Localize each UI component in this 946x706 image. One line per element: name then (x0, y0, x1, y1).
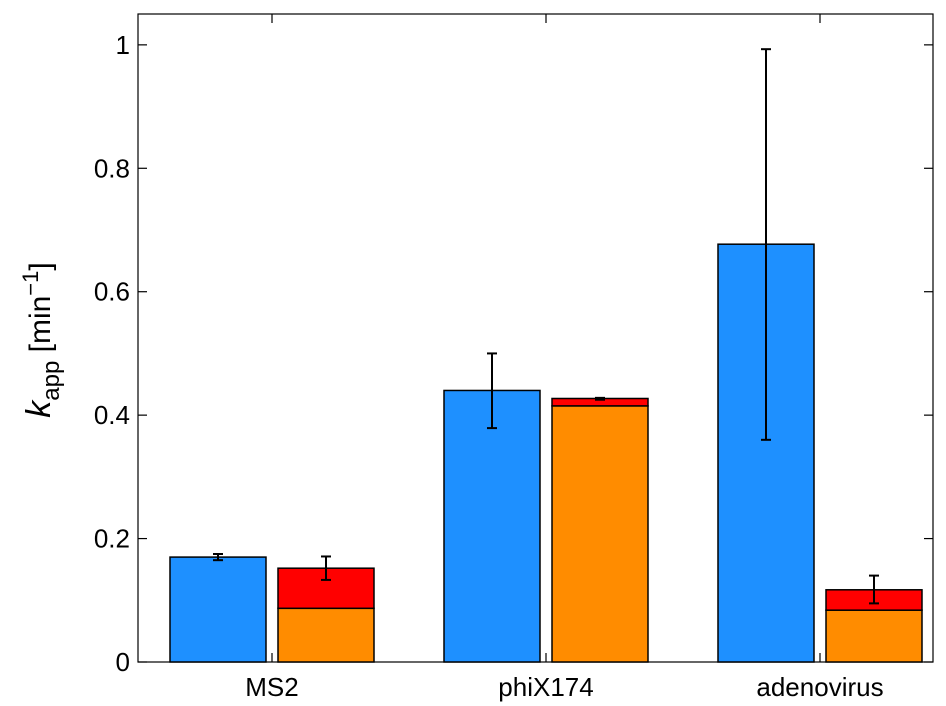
y-axis-label-symbol: k (20, 399, 58, 418)
y-axis-ticks: 0 0.2 0.4 0.6 0.8 1 (94, 30, 933, 677)
y-tick-label: 0.2 (94, 524, 130, 554)
bar-segment (825, 609, 923, 663)
bars (169, 243, 923, 663)
y-tick-label: 1 (116, 30, 130, 60)
plot-area: 0 0.2 0.4 0.6 0.8 1 MS2 phiX174 adenovirus (94, 13, 934, 702)
x-axis-ticks: MS2 phiX174 adenovirus (245, 14, 884, 702)
bar-segment (443, 389, 541, 663)
x-tick-label: phiX174 (498, 672, 593, 702)
y-axis-label-close: ] (24, 262, 57, 270)
y-axis-label-subscript: app (38, 361, 65, 401)
bar-segment (169, 556, 267, 663)
y-tick-label: 0.8 (94, 153, 130, 183)
bar-segment (551, 405, 649, 663)
error-bars (213, 48, 879, 605)
bar-segment (277, 607, 375, 663)
x-tick-label: MS2 (245, 672, 298, 702)
x-tick-label: adenovirus (756, 672, 883, 702)
y-tick-label: 0.6 (94, 277, 130, 307)
y-axis-label-unit: [min (24, 296, 57, 361)
y-axis-label: kapp [min−1] (18, 262, 65, 418)
y-tick-label: 0.4 (94, 400, 130, 430)
y-axis-label-exponent: −1 (18, 271, 43, 296)
y-tick-label: 0 (116, 647, 130, 677)
